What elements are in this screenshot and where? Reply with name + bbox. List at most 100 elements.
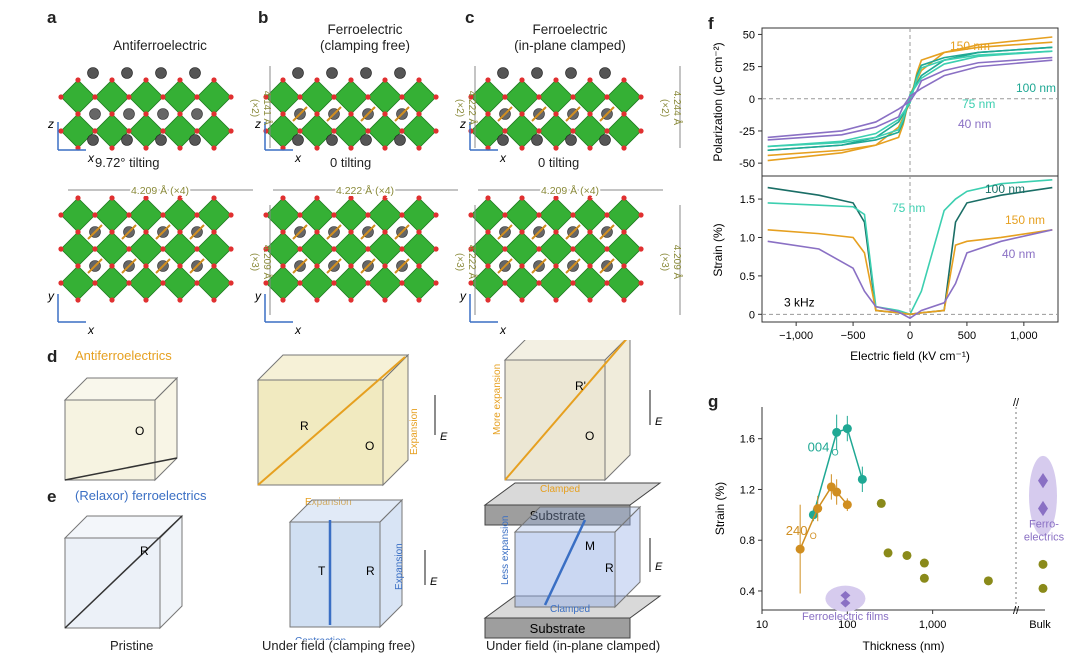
oxygen-atom (536, 212, 542, 218)
struct-xy-0-dipole-arrow (121, 224, 137, 240)
point-olive (983, 576, 993, 586)
oxygen-atom (485, 229, 491, 235)
struct-xz-0-a-site-atom (89, 108, 101, 120)
oxygen-atom (587, 77, 593, 83)
strain-curve-3 (767, 229, 1053, 320)
g-ytick-label: 1.2 (740, 484, 755, 496)
oxygen-atom (143, 263, 149, 269)
oxygen-atom (126, 212, 132, 218)
oxygen-atom (143, 111, 149, 117)
a-site-atom-bottom (87, 134, 99, 146)
a-site-atom-top (292, 67, 304, 79)
oxygen-atom (263, 246, 269, 252)
oxygen-atom (433, 280, 439, 286)
axis-label-x: x (499, 151, 507, 165)
oxygen-atom (75, 77, 81, 83)
oxygen-atom (621, 229, 627, 235)
oxygen-atom (416, 145, 422, 151)
oxygen-atom (502, 280, 508, 286)
oxygen-atom (621, 263, 627, 269)
oxygen-atom (228, 212, 234, 218)
oxygen-atom (194, 246, 200, 252)
label-004-sub: O (832, 447, 839, 457)
struct-xy-0-octahedron (196, 265, 232, 301)
oxygen-atom (211, 229, 217, 235)
oxygen-atom (433, 94, 439, 100)
oxygen-atom (280, 195, 286, 201)
oxygen-atom (587, 263, 593, 269)
col-c-title: Ferroelectric (in-plane clamped) (470, 22, 670, 54)
oxygen-atom (365, 246, 371, 252)
oxygen-atom (58, 280, 64, 286)
ytick-label-top: 25 (743, 62, 755, 74)
oxygen-atom (143, 145, 149, 151)
ferroelectric-films-label: Ferroelectric films (802, 611, 889, 623)
oxygen-atom (587, 195, 593, 201)
oxygen-atom (143, 77, 149, 83)
oxygen-atom (621, 145, 627, 151)
axis-label-z: z (254, 117, 261, 131)
axis-label-y: y (47, 289, 55, 303)
clamped-cube-d-top (503, 340, 626, 361)
field-cube-d-side (382, 353, 409, 487)
oxygen-atom (297, 280, 303, 286)
struct-xz-1-dipole-arrow (360, 106, 376, 122)
oxygen-atom (348, 229, 354, 235)
a-site-atom-bottom (565, 134, 577, 146)
oxygen-atom (280, 111, 286, 117)
oxygen-atom (382, 229, 388, 235)
oxygen-atom (348, 111, 354, 117)
oxygen-atom (314, 263, 320, 269)
oxygen-atom (519, 145, 525, 151)
less-expansion-label: Less expansion (500, 516, 511, 586)
oxygen-atom (416, 297, 422, 303)
oxygen-atom (553, 145, 559, 151)
oxygen-atom (314, 77, 320, 83)
oxygen-atom (280, 297, 286, 303)
oxygen-atom (194, 94, 200, 100)
oxygen-atom (570, 280, 576, 286)
oxygen-atom (331, 246, 337, 252)
g-ytick-label: 0.8 (740, 535, 755, 547)
oxygen-atom (587, 297, 593, 303)
oxygen-atom (399, 212, 405, 218)
oxygen-atom (75, 195, 81, 201)
struct-xz-1-octahedron (401, 113, 437, 149)
oxygen-atom (143, 195, 149, 201)
substrate-d-front (484, 504, 631, 526)
axis-label-x: x (294, 151, 302, 165)
label-004: 004 (808, 439, 830, 454)
oxygen-atom (75, 111, 81, 117)
ferroelectrics-label-1: Ferro- (1029, 519, 1059, 531)
a-site-atom-top (360, 67, 372, 79)
oxygen-atom (58, 246, 64, 252)
oxygen-atom (160, 212, 166, 218)
g-ylabel: Strain (%) (713, 482, 727, 535)
panel-label-e: e (47, 487, 57, 506)
field-cube-d-top (256, 354, 410, 381)
oxygen-atom (433, 246, 439, 252)
oxygen-atom (348, 77, 354, 83)
struct-xy-1-dipole-arrow (292, 224, 308, 240)
col-c-title-2: (in-plane clamped) (514, 38, 626, 53)
oxygen-atom (177, 195, 183, 201)
axis-break-bottom: // (1013, 605, 1020, 617)
a-site-atom-bottom (189, 134, 201, 146)
struct-xy-2-octahedron (470, 197, 506, 233)
series-line-240o (799, 485, 848, 550)
oxygen-atom (485, 263, 491, 269)
struct-xz-0-a-site-atom (157, 108, 169, 120)
struct-xy-0-dipole-arrow (87, 258, 103, 274)
a-site-atom-bottom (121, 134, 133, 146)
struct-xy-2-octahedron (606, 265, 642, 301)
oxygen-atom (314, 195, 320, 201)
field-label-e2: E (655, 561, 663, 573)
oxygen-atom (433, 128, 439, 134)
oxygen-atom (485, 77, 491, 83)
oxygen-atom (399, 94, 405, 100)
oxygen-atom (519, 263, 525, 269)
oxygen-atom (75, 229, 81, 235)
oxygen-atom (382, 195, 388, 201)
chart-g: // // 0.4 0.8 1.2 1.6 10 100 1,000 Bulk Strain (%)… (713, 397, 1065, 653)
struct-xy-0-dipole-arrow (121, 258, 137, 274)
